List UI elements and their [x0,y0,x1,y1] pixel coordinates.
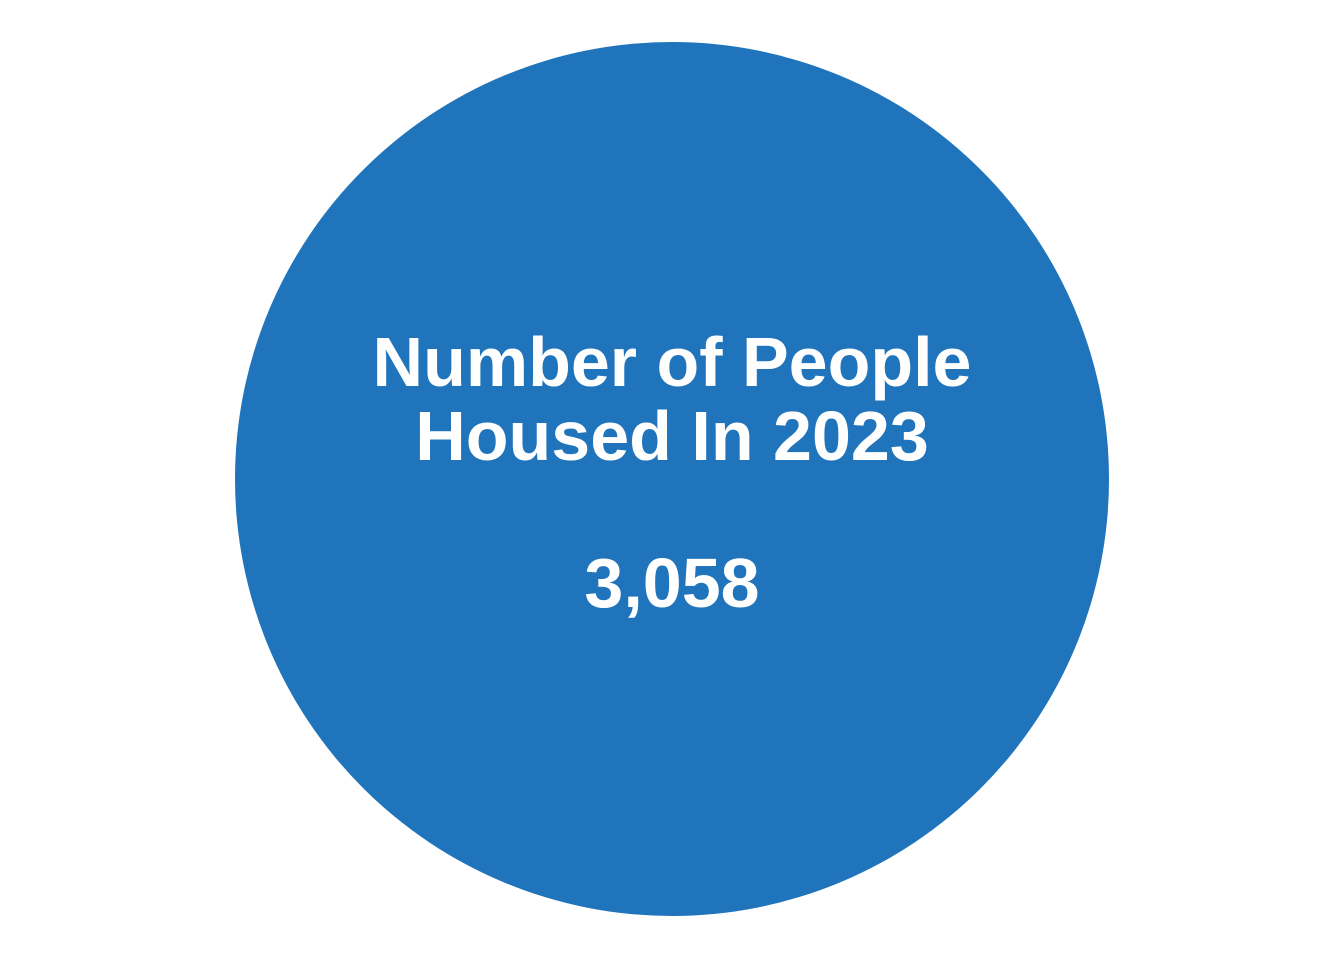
stat-title-line1: Number of People [372,323,972,401]
stat-title-line2: Housed In 2023 [415,397,929,475]
stat-circle [235,42,1109,916]
stat-value: 3,058 [584,544,760,622]
